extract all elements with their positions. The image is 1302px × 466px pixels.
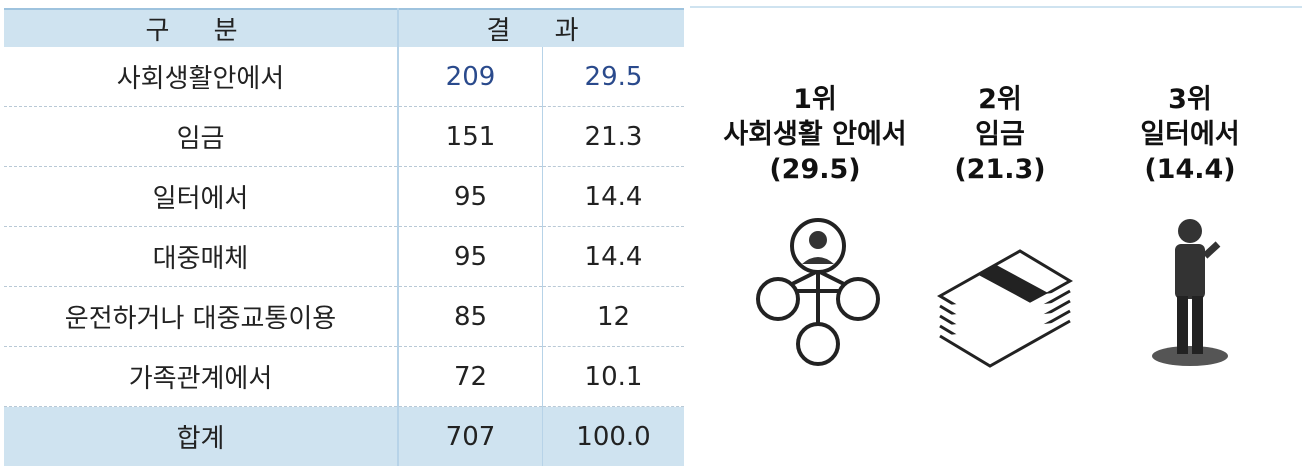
table-cell: 10.1 xyxy=(543,347,685,407)
table-cell: 임금 xyxy=(4,107,398,167)
rank-rank: 3위 xyxy=(1075,82,1302,117)
table-cell: 95 xyxy=(398,227,543,287)
table-cell: 29.5 xyxy=(543,47,685,107)
table-cell: 151 xyxy=(398,107,543,167)
table-cell: 85 xyxy=(398,287,543,347)
rank-label: 일터에서 xyxy=(1075,117,1302,152)
table-cell: 95 xyxy=(398,167,543,227)
table-cell: 합계 xyxy=(4,407,398,466)
table-cell: 사회생활안에서 xyxy=(4,47,398,107)
person-icon xyxy=(1152,219,1228,366)
table-cell: 운전하거나 대중교통이용 xyxy=(4,287,398,347)
table-cell: 72 xyxy=(398,347,543,407)
rank-value: (14.4) xyxy=(1075,152,1302,187)
table-cell: 707 xyxy=(398,407,543,466)
network-icon xyxy=(758,220,878,364)
table-cell: 가족관계에서 xyxy=(4,347,398,407)
table-cell: 14.4 xyxy=(543,227,685,287)
page: {"table": {"header": ["구 분", "결 과"], "ro… xyxy=(0,0,1302,461)
money-icon xyxy=(940,251,1070,366)
header-cell: 결 과 xyxy=(398,9,684,47)
table-cell: 대중매체 xyxy=(4,227,398,287)
illustrations xyxy=(690,6,1302,461)
table-cell: 일터에서 xyxy=(4,167,398,227)
table-cell: 12 xyxy=(543,287,685,347)
table-cell: 14.4 xyxy=(543,167,685,227)
table-cell: 21.3 xyxy=(543,107,685,167)
header-cell: 구 분 xyxy=(4,9,398,47)
table-cell: 209 xyxy=(398,47,543,107)
table-cell: 100.0 xyxy=(543,407,685,466)
